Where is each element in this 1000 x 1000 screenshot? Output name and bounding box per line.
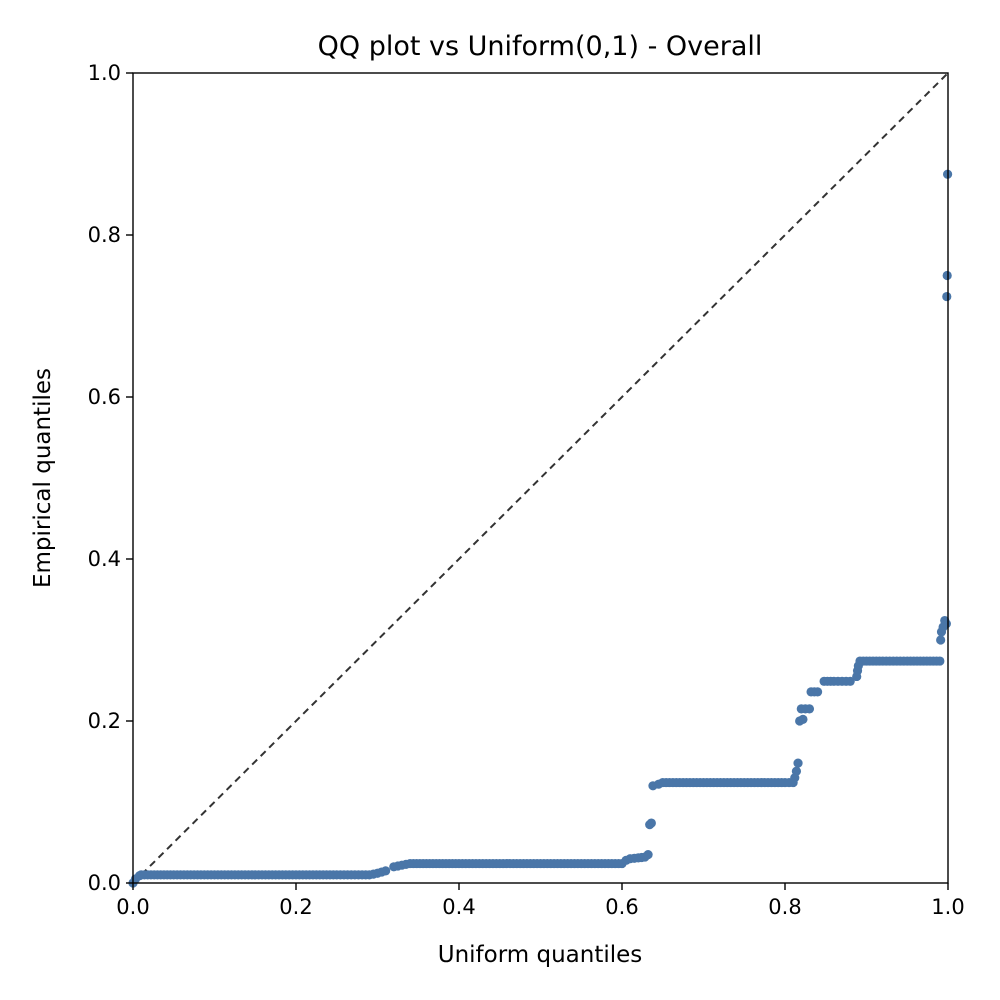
data-points-layer: [128, 169, 953, 888]
y-tick-label: 0.6: [88, 385, 121, 409]
y-axis-label: Empirical quantiles: [30, 368, 56, 588]
data-point: [813, 687, 823, 697]
data-point: [936, 635, 946, 645]
y-tick-label: 0.4: [88, 547, 121, 571]
y-tick-label: 0.2: [88, 709, 121, 733]
data-point: [793, 758, 803, 768]
x-tick-label: 0.6: [605, 895, 638, 919]
x-tick-label: 1.0: [931, 895, 964, 919]
x-tick-label: 0.0: [116, 895, 149, 919]
data-point: [942, 270, 952, 281]
data-point: [646, 818, 656, 828]
data-point: [935, 656, 945, 666]
data-point: [798, 714, 808, 724]
chart-title: QQ plot vs Uniform(0,1) - Overall: [318, 31, 763, 62]
plot-area-frame: [132, 72, 949, 884]
x-tick-label: 0.2: [279, 895, 312, 919]
data-point: [941, 619, 951, 629]
y-tick-label: 0.0: [88, 871, 121, 895]
x-tick-label: 0.4: [442, 895, 475, 919]
x-axis-label: Uniform quantiles: [438, 942, 643, 968]
data-point: [381, 866, 391, 876]
data-point: [845, 676, 855, 686]
x-axis-ticks: 0.0 0.2 0.4 0.6 0.8 1.0: [116, 883, 965, 919]
x-tick-label: 0.8: [768, 895, 801, 919]
data-point: [791, 766, 802, 776]
y-tick-label: 0.8: [88, 223, 121, 247]
data-point: [942, 291, 952, 302]
y-axis-ticks: 0.0 0.2 0.4 0.6 0.8 1.0: [88, 61, 133, 895]
reference-diagonal-line: [132, 72, 949, 884]
data-point: [804, 704, 815, 714]
y-tick-label: 1.0: [88, 61, 121, 85]
reference-line-layer: [132, 72, 949, 884]
data-point: [643, 850, 653, 860]
